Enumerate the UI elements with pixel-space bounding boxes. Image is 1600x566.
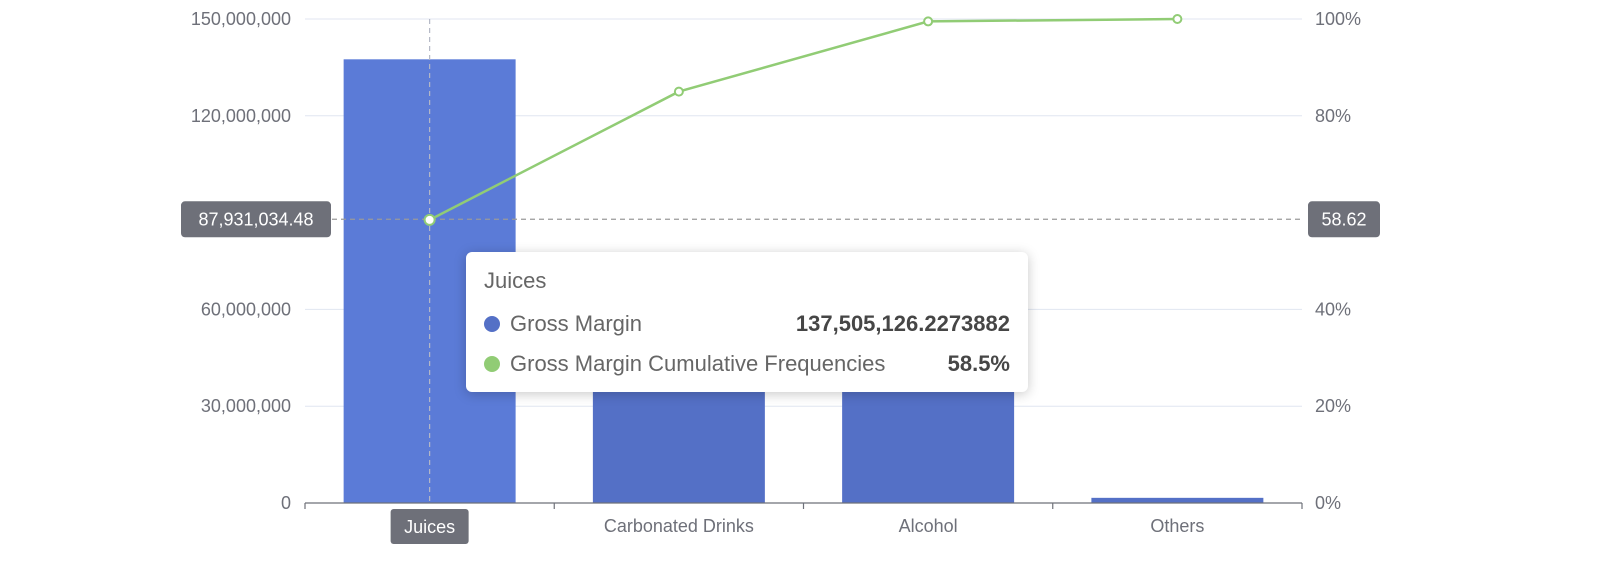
tooltip-title: Juices xyxy=(484,268,547,293)
tooltip-series-name: Gross Margin Cumulative Frequencies xyxy=(510,351,886,376)
cumulative-line xyxy=(429,17,1178,221)
tooltip-row-gross-margin: Gross Margin 137,505,126.2273882 xyxy=(484,304,1010,344)
y-left-pointer-box xyxy=(181,201,331,238)
bar-others xyxy=(1091,497,1264,503)
x-axis-label: Carbonated Drinks xyxy=(604,516,754,536)
y-right-tick-label: 20% xyxy=(1315,396,1351,416)
crosshair xyxy=(305,19,1302,503)
y-right-axis-labels: 0% 20% 40% 80% 100% xyxy=(1315,9,1361,513)
cumulative-point xyxy=(423,213,436,226)
y-left-tick-label: 150,000,000 xyxy=(191,9,291,29)
y-right-tick-label: 100% xyxy=(1315,9,1361,29)
series-color-dot xyxy=(484,356,500,372)
axis-pointer-labels: 87,931,034.48 58.62 xyxy=(181,201,1380,238)
series-color-dot xyxy=(484,316,500,332)
y-left-pointer-label: 87,931,034.48 xyxy=(198,209,313,229)
tooltip-series-value: 58.5% xyxy=(947,351,1010,376)
y-left-tick-label: 30,000,000 xyxy=(201,396,291,416)
y-right-tick-label: 80% xyxy=(1315,106,1351,126)
x-axis-labels: Juices Carbonated Drinks Alcohol Others xyxy=(390,509,1204,544)
line-series xyxy=(423,14,1183,226)
y-left-tick-label: 0 xyxy=(281,493,291,513)
tooltip-series-name: Gross Margin xyxy=(510,311,643,336)
x-axis-label: Others xyxy=(1150,516,1204,536)
tooltip-series-value: 137,505,126.2273882 xyxy=(795,311,1010,336)
y-right-pointer-box xyxy=(1308,201,1380,238)
axes xyxy=(304,502,1303,509)
y-left-tick-label: 60,000,000 xyxy=(201,299,291,319)
y-left-tick-label: 120,000,000 xyxy=(191,106,291,126)
cumulative-point xyxy=(673,86,684,97)
cumulative-point xyxy=(923,16,934,27)
y-right-tick-label: 0% xyxy=(1315,493,1341,513)
y-right-pointer-label: 58.62 xyxy=(1321,209,1366,229)
y-right-tick-label: 40% xyxy=(1315,299,1351,319)
x-axis-pointer-box xyxy=(390,509,469,544)
tooltip-row-cumulative: Gross Margin Cumulative Frequencies 58.5… xyxy=(484,344,1010,384)
chart-tooltip: Juices Gross Margin 137,505,126.2273882 … xyxy=(466,252,1028,392)
cumulative-point xyxy=(1172,14,1183,24)
y-left-axis-labels: 0 30,000,000 60,000,000 120,000,000 150,000,… xyxy=(191,9,291,513)
x-axis-label: Alcohol xyxy=(899,516,958,536)
x-axis-label: Juices xyxy=(404,517,455,537)
